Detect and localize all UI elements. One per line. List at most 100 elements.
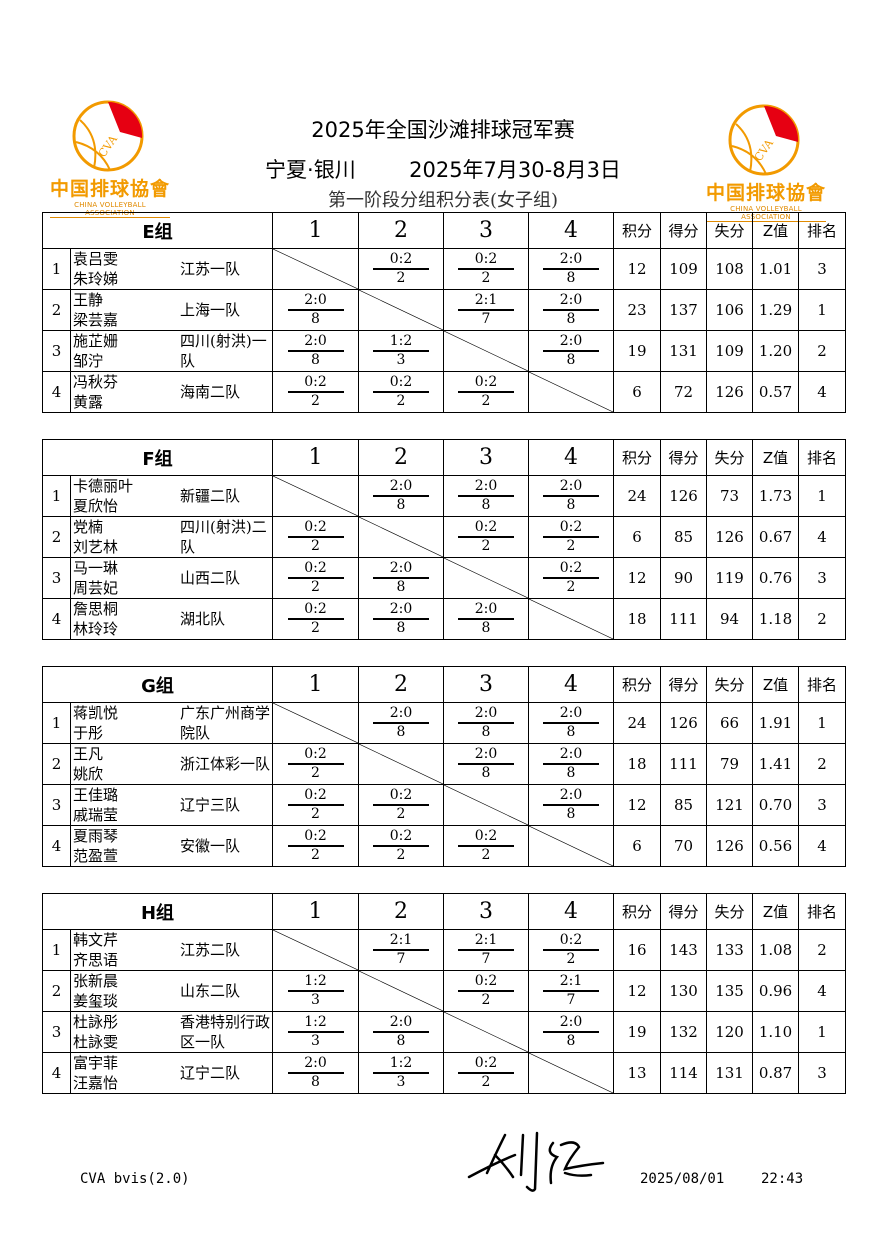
team-cell: 杜詠彤 杜詠雯 香港特别行政区一队: [69, 1011, 274, 1053]
seed-number: 2: [42, 289, 71, 331]
won-value: 137: [660, 289, 708, 331]
won-value: 126: [660, 702, 707, 744]
player-2: 齐思语: [73, 951, 119, 969]
score: 2:0 8: [444, 705, 528, 741]
team-name: 辽宁二队: [180, 1064, 241, 1082]
diagonal-line: [444, 785, 528, 825]
match-result: 0:2 2: [528, 557, 615, 599]
match-result: 2:1 7: [443, 929, 530, 971]
diagonal-line: [529, 599, 614, 639]
team-cell: 富宇菲 汪嘉怡 辽宁二队: [69, 1052, 274, 1094]
match-points: 8: [481, 724, 491, 740]
score: 0:2 2: [273, 374, 358, 410]
match-result: 0:2 2: [358, 248, 445, 290]
set-score: 1:2: [373, 1055, 430, 1074]
diagonal-line: [359, 971, 444, 1011]
score: 2:1 7: [444, 932, 528, 968]
score: 0:2 2: [444, 519, 528, 555]
signature: [467, 1131, 605, 1192]
match-points: 2: [311, 806, 320, 822]
table-row: 1 蒋凯悦 于彤 广东广州商学院队 2:0 8 2:0 8 2:0 8 24 126 66 1.91 1: [42, 702, 846, 744]
lost-value: 66: [706, 702, 753, 744]
self-match-cell: [528, 371, 615, 413]
match-points: 8: [566, 352, 576, 368]
player-2: 黄露: [73, 393, 104, 411]
set-score: 0:2: [543, 932, 600, 951]
match-points: 2: [311, 538, 320, 554]
table-row: 4 冯秋芬 黄露 海南二队 0:2 2 0:2 2 0:2 2 6 72 126 0.57 4: [42, 371, 847, 413]
seed-number: 4: [42, 371, 71, 413]
diagonal-line: [359, 290, 444, 330]
match-result: 0:2 2: [443, 248, 530, 290]
score: 2:0 8: [529, 333, 613, 369]
set-score: 2:1: [458, 932, 515, 951]
score: 2:0 8: [359, 705, 443, 741]
player-2: 杜詠雯: [73, 1033, 119, 1051]
match-result: 0:2 2: [272, 784, 359, 826]
score: 2:1 7: [529, 973, 613, 1009]
rank-value: 4: [798, 371, 847, 413]
rank-value: 3: [798, 557, 847, 599]
won-value: 90: [660, 557, 708, 599]
player-2: 林玲玲: [73, 620, 119, 638]
header-row: E组 1 2 3 4 积分 得分 失分 Z值 排名: [41, 212, 847, 249]
rank-value: 1: [798, 475, 847, 517]
set-score: 1:2: [287, 1014, 344, 1033]
z-value: 0.96: [752, 970, 800, 1012]
event-location: 宁夏·银川: [265, 158, 356, 182]
opponent-header: 4: [528, 666, 614, 703]
won-value: 70: [660, 825, 707, 867]
set-score: 0:2: [458, 828, 514, 847]
player-2: 于彤: [73, 724, 104, 742]
set-score: 2:0: [543, 251, 600, 270]
score: 0:2 2: [529, 560, 613, 596]
points-value: 6: [613, 825, 661, 867]
score: 0:2 2: [359, 787, 443, 823]
self-match-cell: [443, 1011, 530, 1053]
lost-value: 73: [706, 475, 754, 517]
score: 2:0 8: [359, 560, 443, 596]
player-2: 刘艺林: [73, 538, 119, 556]
logo-cn-text: 中国排球協會: [706, 182, 827, 204]
z-value: 1.01: [752, 248, 800, 290]
player-1: 王佳璐: [73, 786, 119, 804]
match-result: 0:2 2: [272, 743, 359, 785]
group-table-H组: H组 1 2 3 4 积分 得分 失分 Z值 排名 1 韩文芹 齐思语 江苏二队 2:1 7 2:1 7 0:2 2 1…: [41, 893, 847, 1094]
opponent-header: 3: [443, 666, 529, 703]
set-score: 0:2: [373, 251, 430, 270]
set-score: 0:2: [458, 519, 515, 538]
z-value: 1.41: [752, 743, 799, 785]
score: 0:2 2: [273, 560, 358, 596]
set-score: 0:2: [287, 374, 344, 393]
team-name: 新疆二队: [180, 487, 241, 505]
lost-value: 126: [706, 516, 754, 558]
team-cell: 张新晨 姜玺琰 山东二队: [69, 970, 274, 1012]
rank-value: 2: [798, 743, 846, 785]
set-score: 2:0: [458, 478, 515, 497]
match-result: 2:0 8: [358, 1011, 445, 1053]
self-match-cell: [528, 1052, 615, 1094]
set-score: 0:2: [373, 787, 429, 806]
match-points: 2: [311, 847, 320, 863]
points-value: 12: [613, 248, 662, 290]
z-header: Z值: [752, 439, 800, 476]
match-result: 2:0 8: [528, 1011, 615, 1053]
match-points: 2: [566, 951, 576, 967]
set-score: 2:1: [458, 292, 515, 311]
self-match-cell: [358, 516, 445, 558]
table-row: 1 袁吕雯 朱玲娣 江苏一队 0:2 2 0:2 2 2:0 8 12 109 108 1.01 3: [42, 248, 847, 290]
self-match-cell: [358, 743, 444, 785]
match-points: 8: [481, 497, 491, 513]
score: 0:2 2: [273, 746, 358, 782]
score: 0:2 2: [359, 374, 443, 410]
points-header: 积分: [613, 893, 662, 930]
group-name: H组: [41, 893, 274, 930]
score: 2:0 8: [529, 787, 613, 823]
opponent-header: 2: [358, 893, 445, 930]
match-result: 2:0 8: [443, 598, 530, 640]
match-points: 2: [311, 620, 320, 636]
lost-value: 108: [706, 248, 754, 290]
match-points: 3: [396, 352, 406, 368]
score: 2:1 7: [444, 292, 528, 328]
team-name: 江苏一队: [180, 260, 241, 278]
